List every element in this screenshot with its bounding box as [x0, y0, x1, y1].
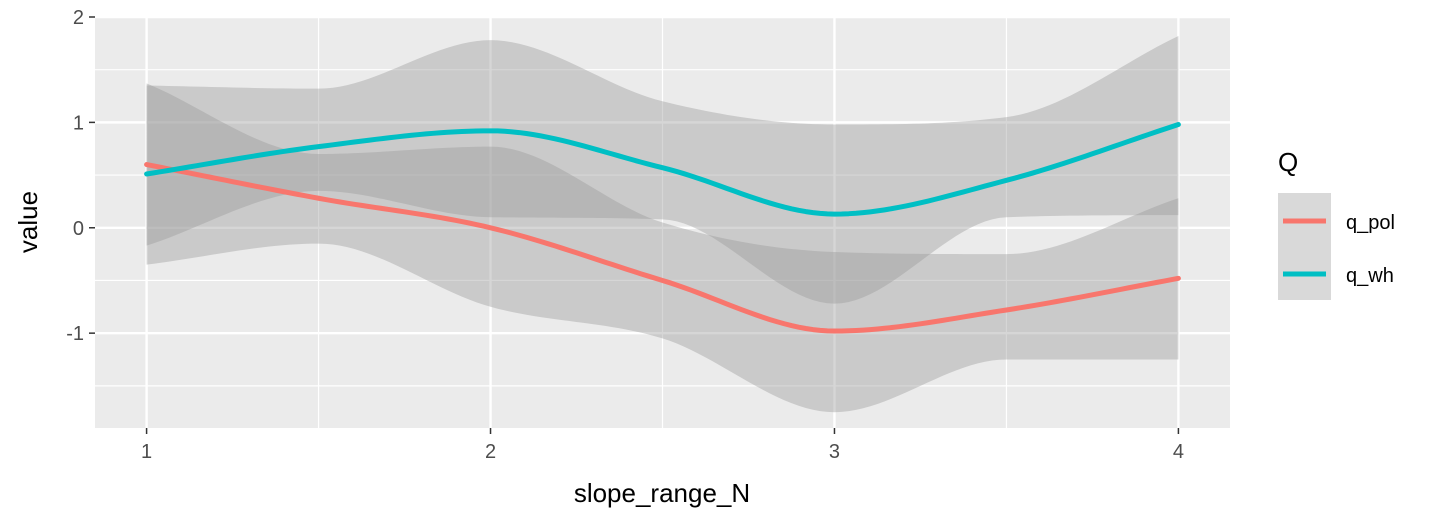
x-axis-title: slope_range_N	[574, 478, 750, 508]
x-tick-label: 4	[1173, 441, 1184, 463]
legend-key-background	[1278, 193, 1331, 300]
grid-major	[95, 15, 1230, 428]
band-q-pol	[146, 83, 1179, 413]
x-axis: 1 2 3 4	[141, 428, 1184, 463]
y-tick-label: 0	[73, 218, 84, 240]
x-tick-label: 1	[141, 441, 152, 463]
y-tick-label: 1	[73, 112, 84, 134]
legend-title: Q	[1278, 147, 1298, 177]
line-q-pol	[144, 162, 1181, 334]
y-axis-title: value	[13, 191, 43, 253]
y-tick-label: -1	[66, 323, 84, 345]
legend-label-q-pol: q_pol	[1346, 212, 1395, 234]
y-axis: 2 1 0 -1	[66, 7, 95, 345]
series-lines	[144, 121, 1181, 334]
legend: Q q_pol q_wh	[1278, 147, 1395, 300]
x-tick-label: 3	[829, 441, 840, 463]
line-q-wh	[144, 121, 1181, 217]
legend-label-q-wh: q_wh	[1346, 265, 1394, 287]
x-tick-label: 2	[485, 441, 496, 463]
y-tick-label: 2	[73, 7, 84, 29]
